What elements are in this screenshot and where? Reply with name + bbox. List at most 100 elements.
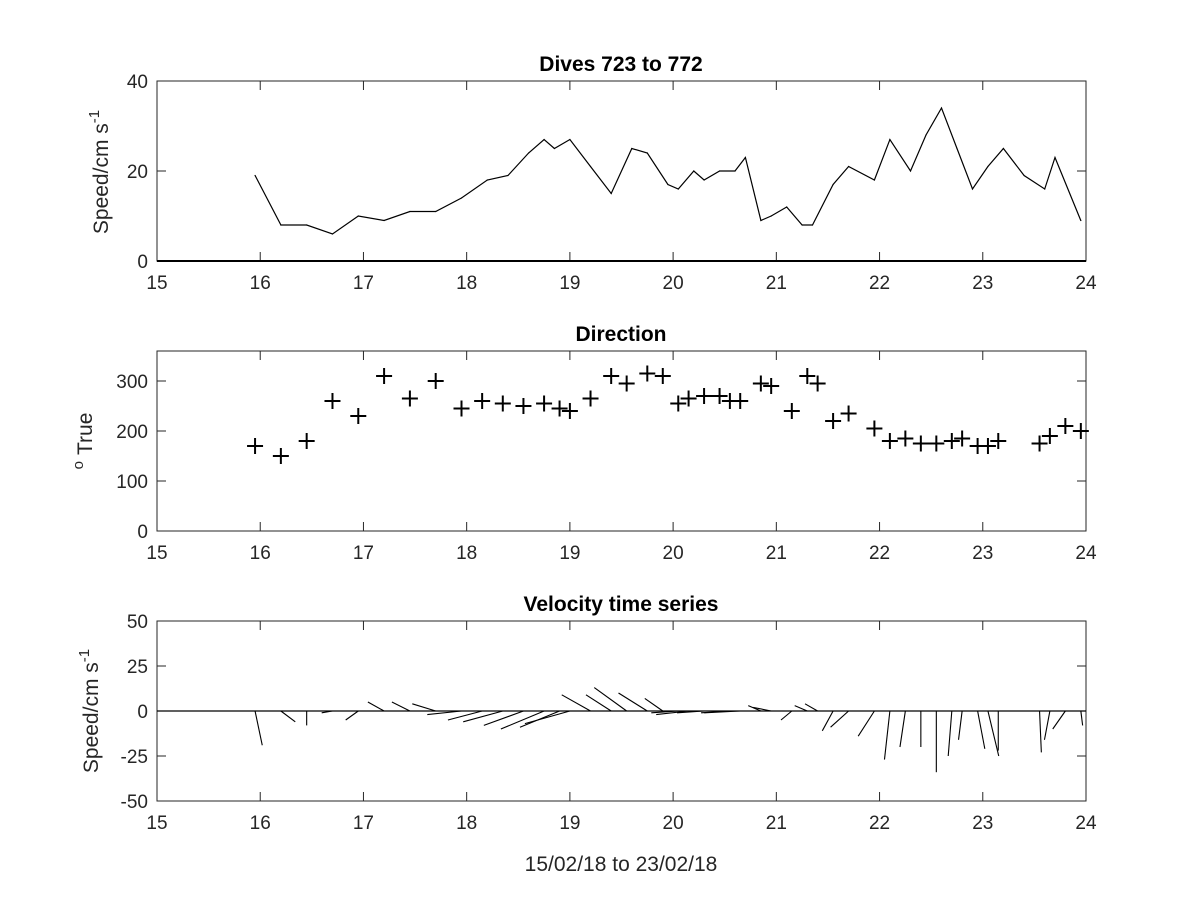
speed-data-point <box>1002 147 1005 150</box>
speed-data-point <box>409 210 411 213</box>
speed-data-point <box>786 206 788 208</box>
velocity-xtick-label: 23 <box>972 813 993 834</box>
velocity-xtick-label: 19 <box>559 813 580 834</box>
speed-data-point <box>507 174 509 177</box>
velocity-panel-ylabel-sup: -1 <box>76 649 93 662</box>
speed-data-point <box>1054 156 1056 159</box>
speed-data-point <box>971 188 974 190</box>
speed-data-point <box>1044 188 1046 190</box>
direction-xtick-label: 20 <box>663 543 684 564</box>
direction-xtick-label: 18 <box>456 543 477 564</box>
speed-xtick-label: 19 <box>559 273 580 294</box>
speed-data-point <box>486 179 488 181</box>
svg-text:oTrue: o True <box>70 413 97 470</box>
speed-panel-title: Dives 723 to 772 <box>539 53 702 76</box>
speed-data-point <box>667 183 669 186</box>
velocity-vector <box>367 701 385 712</box>
velocity-vector <box>463 710 503 723</box>
direction-xtick-label: 23 <box>972 543 993 564</box>
velocity-xtick-label: 24 <box>1075 813 1097 834</box>
speed-data-point <box>280 224 282 226</box>
velocity-vector <box>447 710 483 721</box>
velocity-xtick-label: 17 <box>353 813 374 834</box>
velocity-ytick-label: 0 <box>137 702 148 723</box>
speed-data-point <box>847 165 850 168</box>
direction-panel-ylabel-text: True <box>74 413 97 455</box>
direction-marker <box>453 400 470 417</box>
velocity-vector <box>561 694 591 712</box>
direction-marker <box>866 420 883 437</box>
direction-marker <box>809 375 826 392</box>
velocity-vector <box>1080 710 1084 726</box>
velocity-vector <box>254 710 263 746</box>
speed-data-point <box>956 147 958 150</box>
direction-ytick-label: 0 <box>137 522 148 543</box>
direction-marker <box>990 433 1007 449</box>
velocity-vector <box>753 706 772 712</box>
velocity-panel-ylabel: Speed/cm s-1 <box>76 649 103 773</box>
velocity-vector <box>1039 710 1042 753</box>
direction-marker <box>1031 435 1048 452</box>
speed-data-point <box>703 179 705 181</box>
velocity-vector <box>280 710 296 723</box>
direction-xtick-label: 24 <box>1075 543 1097 564</box>
direction-marker <box>897 430 914 447</box>
velocity-vector <box>1052 710 1066 730</box>
direction-marker <box>752 375 769 392</box>
velocity-vector <box>748 705 762 712</box>
speed-data-point <box>760 219 762 222</box>
velocity-vector <box>794 705 808 712</box>
speed-data-point <box>1080 219 1082 222</box>
velocity-vector <box>957 710 963 740</box>
speed-data-point <box>435 210 437 213</box>
velocity-xtick-label: 18 <box>456 813 477 834</box>
speed-data-point <box>646 152 648 154</box>
direction-marker <box>783 403 800 419</box>
speed-xtick-label: 20 <box>663 273 684 294</box>
speed-data-point <box>925 134 927 136</box>
speed-data-point <box>383 219 385 222</box>
velocity-xtick-label: 15 <box>146 813 167 834</box>
direction-marker <box>763 378 780 394</box>
velocity-xtick-label: 22 <box>869 813 890 834</box>
speed-data-point <box>631 147 633 150</box>
direction-marker <box>979 438 996 454</box>
speed-panel-ylabel-text: Speed/cm s <box>90 123 113 234</box>
speed-xtick-label: 22 <box>869 273 890 294</box>
direction-marker <box>943 433 960 449</box>
speed-data-point <box>569 138 571 141</box>
speed-data-point <box>357 215 359 217</box>
speed-xtick-label: 15 <box>146 273 167 294</box>
velocity-vector <box>1043 710 1051 740</box>
speed-data-point <box>553 147 556 150</box>
direction-marker <box>350 408 367 424</box>
direction-marker <box>582 390 599 407</box>
velocity-vector <box>651 710 679 714</box>
direction-marker <box>561 403 578 419</box>
speed-data-point <box>610 192 612 195</box>
direction-marker <box>711 388 728 404</box>
velocity-panel: Velocity time series Speed/cm s-1 15/02/… <box>76 593 1097 876</box>
velocity-vector <box>899 710 906 748</box>
speed-data-point <box>909 170 912 172</box>
direction-xtick-label: 19 <box>559 543 580 564</box>
speed-xtick-label: 24 <box>1075 273 1097 294</box>
speed-data-point <box>693 170 695 172</box>
speed-data-point <box>528 152 530 154</box>
direction-ytick-label: 100 <box>116 472 148 493</box>
velocity-vector <box>821 710 834 732</box>
speed-xtick-label: 17 <box>353 273 374 294</box>
velocity-xtick-label: 16 <box>250 813 271 834</box>
velocity-vector <box>656 710 689 716</box>
velocity-vector <box>412 703 436 712</box>
speed-data-point <box>832 183 834 186</box>
speed-xtick-label: 23 <box>972 273 993 294</box>
speed-data-point <box>940 107 943 109</box>
velocity-vector <box>345 710 359 721</box>
direction-marker <box>376 368 393 384</box>
direction-marker <box>881 433 898 449</box>
direction-xtick-label: 17 <box>353 543 374 564</box>
velocity-vector <box>524 710 571 725</box>
velocity-vector <box>391 701 411 712</box>
